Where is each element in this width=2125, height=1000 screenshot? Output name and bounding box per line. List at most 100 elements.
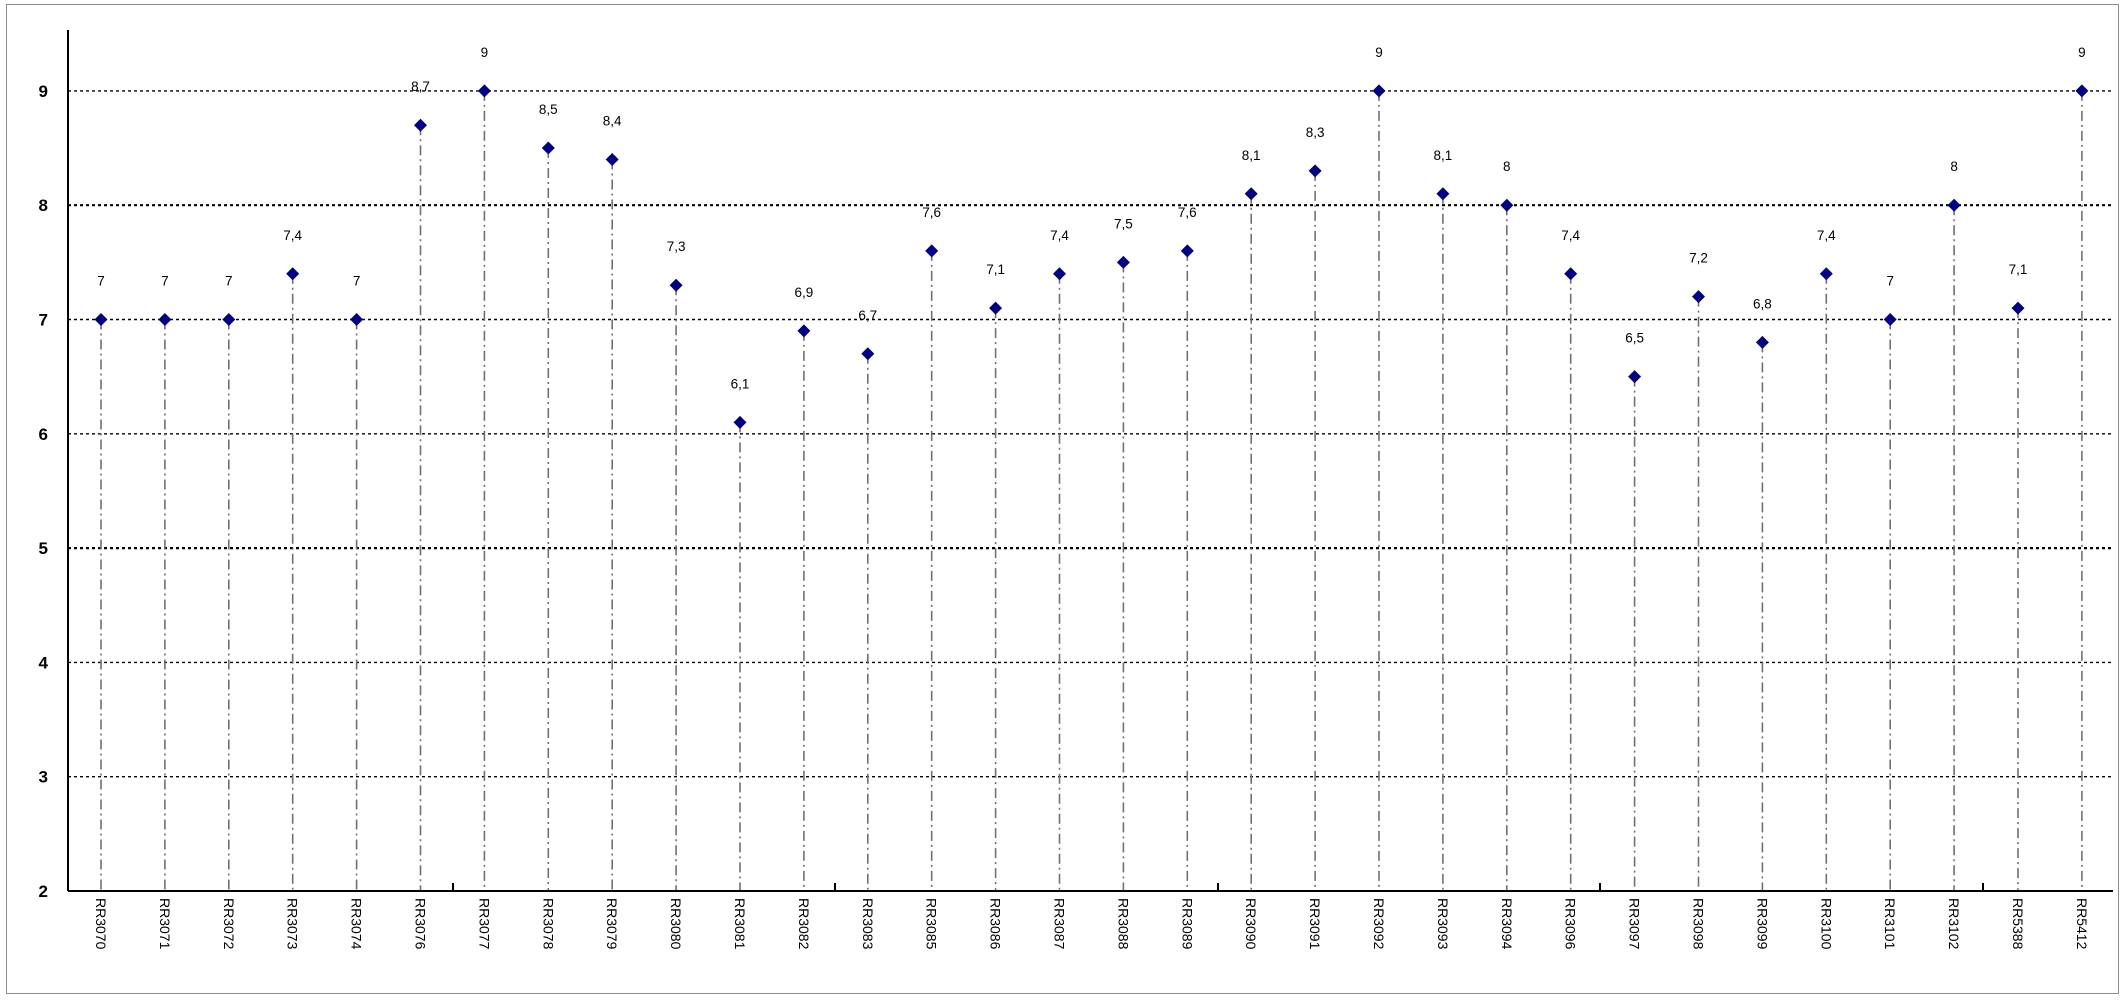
data-label-RR3081: 6,1 — [731, 376, 750, 391]
labels: 2 3 4 5 6 7 8 9 7 RR3070 7 RR3071 7 RR3072 7,4 RR3073 7 R… — [39, 45, 2090, 950]
data-point-RR3073 — [286, 267, 300, 281]
data-label-RR3101: 7 — [1886, 274, 1894, 289]
x-tick-label-RR3073: RR3073 — [285, 898, 301, 950]
data-point-RR3082 — [797, 324, 811, 338]
y-tick-label-2: 2 — [39, 882, 48, 901]
x-tick-label-RR3081: RR3081 — [732, 898, 748, 950]
data-label-RR3070: 7 — [97, 274, 105, 289]
x-tick-label-RR3070: RR3070 — [93, 898, 109, 950]
data-label-RR3083: 6,7 — [858, 308, 877, 323]
data-label-RR3092: 9 — [1375, 45, 1383, 60]
grid-layer — [68, 90, 2113, 778]
data-label-RR5412: 9 — [2078, 45, 2086, 60]
x-tick-label-RR3099: RR3099 — [1754, 898, 1770, 950]
drop-lines — [100, 90, 2083, 891]
data-point-RR3098 — [1692, 290, 1705, 304]
y-tick-label-7: 7 — [39, 311, 48, 330]
data-label-RR3097: 6,5 — [1625, 331, 1644, 346]
data-markers — [94, 84, 2089, 429]
data-label-RR3094: 8 — [1503, 159, 1511, 174]
data-point-RR3093 — [1436, 187, 1450, 201]
data-label-RR3096: 7,4 — [1561, 228, 1580, 243]
x-tick-label-RR3094: RR3094 — [1499, 898, 1515, 950]
x-tick-label-RR5388: RR5388 — [2010, 898, 2026, 950]
data-label-RR3074: 7 — [353, 274, 361, 289]
data-point-RR3091 — [1308, 164, 1322, 178]
data-point-RR3076 — [414, 118, 427, 132]
data-point-RR3074 — [350, 313, 364, 326]
data-label-RR3080: 7,3 — [667, 239, 686, 254]
data-label-RR3090: 8,1 — [1242, 148, 1261, 163]
x-tick-label-RR3098: RR3098 — [1691, 898, 1707, 950]
x-tick-label-RR3080: RR3080 — [668, 898, 684, 950]
data-point-RR3086 — [989, 301, 1003, 315]
y-tick-label-5: 5 — [39, 539, 48, 558]
data-point-RR3092 — [1372, 84, 1386, 98]
x-tick-label-RR3086: RR3086 — [988, 898, 1004, 950]
data-point-RR3079 — [605, 152, 619, 166]
x-tick-label-RR3101: RR3101 — [1882, 898, 1898, 950]
y-tick-label-8: 8 — [39, 196, 48, 215]
data-point-RR3083 — [861, 347, 875, 361]
x-tick-label-RR3102: RR3102 — [1946, 898, 1962, 950]
data-point-RR5412 — [2075, 84, 2089, 98]
x-tick-label-RR5412: RR5412 — [2074, 898, 2090, 950]
data-label-RR3073: 7,4 — [283, 228, 302, 243]
chart-frame — [6, 4, 2119, 994]
data-point-RR3096 — [1564, 267, 1578, 281]
x-tick-label-RR3085: RR3085 — [924, 898, 940, 950]
y-tick-label-4: 4 — [39, 653, 49, 672]
data-label-RR3100: 7,4 — [1817, 228, 1836, 243]
data-label-RR3099: 6,8 — [1753, 296, 1772, 311]
x-tick-label-RR3100: RR3100 — [1818, 898, 1834, 950]
data-label-RR5388: 7,1 — [2009, 262, 2028, 277]
data-label-RR3079: 8,4 — [603, 113, 622, 128]
y-tick-label-6: 6 — [39, 425, 48, 444]
data-label-RR3076: 8,7 — [411, 79, 430, 94]
axes — [67, 30, 2113, 892]
x-tick-label-RR3092: RR3092 — [1371, 898, 1387, 950]
x-tick-label-RR3091: RR3091 — [1307, 898, 1323, 950]
data-point-RR3089 — [1180, 244, 1194, 258]
data-label-RR3086: 7,1 — [986, 262, 1005, 277]
data-label-RR3091: 8,3 — [1306, 125, 1325, 140]
x-tick-label-RR3072: RR3072 — [221, 898, 237, 950]
x-tick-label-RR3090: RR3090 — [1243, 898, 1259, 950]
data-label-RR3078: 8,5 — [539, 102, 558, 117]
data-label-RR3085: 7,6 — [922, 205, 941, 220]
data-point-RR3071 — [158, 313, 172, 326]
x-tick-label-RR3083: RR3083 — [860, 898, 876, 950]
data-point-RR3099 — [1755, 335, 1769, 349]
data-point-RR3072 — [222, 313, 236, 326]
x-tick-label-RR3088: RR3088 — [1115, 898, 1131, 950]
data-point-RR3080 — [669, 278, 683, 292]
data-point-RR3101 — [1883, 313, 1897, 326]
x-tick-label-RR3097: RR3097 — [1627, 898, 1643, 950]
data-label-RR3077: 9 — [481, 45, 489, 60]
data-point-RR3090 — [1244, 187, 1258, 201]
data-point-RR3078 — [541, 141, 555, 155]
data-point-RR3081 — [733, 415, 747, 429]
data-label-RR3088: 7,5 — [1114, 216, 1133, 231]
x-tick-label-RR3074: RR3074 — [349, 898, 365, 950]
x-tick-label-RR3082: RR3082 — [796, 898, 812, 950]
data-point-RR3088 — [1116, 255, 1130, 269]
x-tick-label-RR3071: RR3071 — [157, 898, 173, 950]
x-tick-label-RR3076: RR3076 — [413, 898, 429, 950]
y-tick-label-3: 3 — [39, 768, 48, 787]
data-point-RR5388 — [2011, 301, 2025, 315]
data-label-RR3098: 7,2 — [1689, 251, 1708, 266]
x-tick-label-RR3079: RR3079 — [604, 898, 620, 950]
x-tick-label-RR3078: RR3078 — [540, 898, 556, 950]
x-tick-label-RR3096: RR3096 — [1563, 898, 1579, 950]
data-label-RR3102: 8 — [1950, 159, 1958, 174]
data-point-RR3100 — [1819, 267, 1833, 281]
data-point-RR3085 — [925, 244, 939, 258]
x-tick-label-RR3093: RR3093 — [1435, 898, 1451, 950]
data-label-RR3071: 7 — [161, 274, 169, 289]
data-label-RR3087: 7,4 — [1050, 228, 1069, 243]
data-label-RR3093: 8,1 — [1434, 148, 1453, 163]
x-tick-label-RR3087: RR3087 — [1052, 898, 1068, 950]
data-point-RR3102 — [1947, 198, 1961, 212]
